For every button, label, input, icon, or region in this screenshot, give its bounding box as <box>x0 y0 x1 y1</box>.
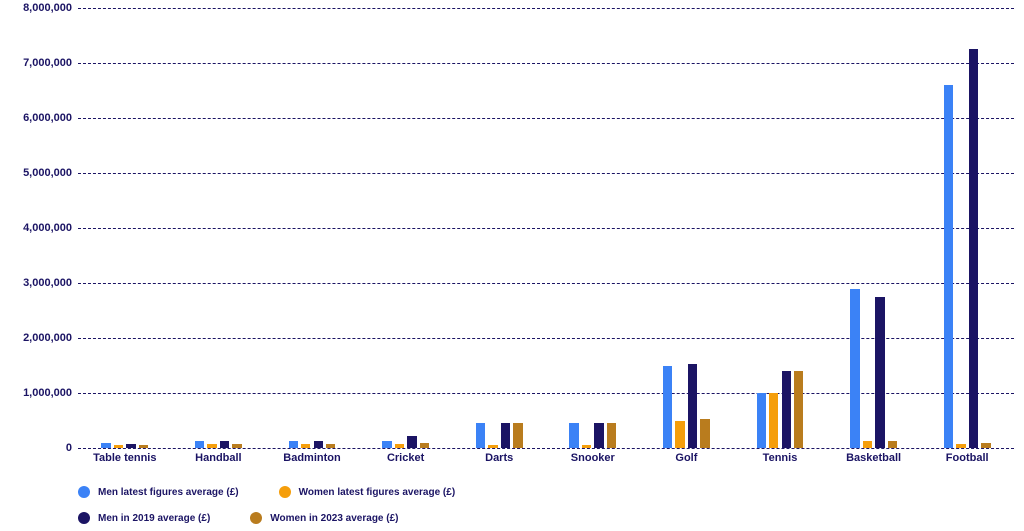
legend-item-women-2023: Women in 2023 average (£) <box>250 512 398 524</box>
bar <box>594 423 603 448</box>
legend-row-2: Men in 2019 average (£) Women in 2023 av… <box>78 508 1014 528</box>
legend-dot-icon <box>78 512 90 524</box>
bar <box>488 445 497 448</box>
gridline <box>78 393 1014 394</box>
bar <box>420 443 429 449</box>
legend-label: Women in 2023 average (£) <box>270 513 398 524</box>
bar <box>769 393 778 448</box>
bar <box>794 371 803 448</box>
gridline <box>78 118 1014 119</box>
bar <box>700 419 709 448</box>
gridline <box>78 448 1014 449</box>
xtick-label: Darts <box>485 452 513 464</box>
bar <box>850 289 859 449</box>
bar <box>513 423 522 448</box>
bar <box>688 364 697 448</box>
bar <box>782 371 791 448</box>
legend-label: Women latest figures average (£) <box>299 487 456 498</box>
bar <box>501 423 510 448</box>
bar <box>407 436 416 448</box>
bar-chart: 0 1,000,000 2,000,000 3,000,000 4,000,000 5,0… <box>0 0 1024 531</box>
legend-item-men-latest: Men latest figures average (£) <box>78 486 239 498</box>
bar <box>569 423 578 448</box>
xtick-label: Golf <box>675 452 697 464</box>
gridline <box>78 338 1014 339</box>
gridline <box>78 8 1014 9</box>
bar <box>607 423 616 448</box>
bar <box>139 445 148 448</box>
bar <box>220 441 229 448</box>
ytick-label: 1,000,000 <box>6 387 72 399</box>
legend-item-women-latest: Women latest figures average (£) <box>279 486 456 498</box>
legend-dot-icon <box>78 486 90 498</box>
bar <box>476 423 485 448</box>
bar <box>582 445 591 448</box>
ytick-label: 8,000,000 <box>6 2 72 14</box>
bar <box>101 443 110 449</box>
ytick-label: 0 <box>6 442 72 454</box>
xtick-label: Cricket <box>387 452 424 464</box>
ytick-label: 7,000,000 <box>6 57 72 69</box>
bar <box>207 444 216 448</box>
legend-dot-icon <box>279 486 291 498</box>
bar <box>114 445 123 448</box>
xtick-label: Tennis <box>763 452 798 464</box>
bar <box>301 444 310 448</box>
gridline <box>78 228 1014 229</box>
gridline <box>78 173 1014 174</box>
xtick-label: Badminton <box>283 452 340 464</box>
xtick-label: Basketball <box>846 452 901 464</box>
legend-dot-icon <box>250 512 262 524</box>
bar <box>675 421 684 449</box>
xtick-label: Table tennis <box>93 452 156 464</box>
bar <box>875 297 884 448</box>
legend-label: Men in 2019 average (£) <box>98 513 210 524</box>
legend-item-men-2019: Men in 2019 average (£) <box>78 512 210 524</box>
bar <box>382 441 391 448</box>
ytick-label: 6,000,000 <box>6 112 72 124</box>
legend-label: Men latest figures average (£) <box>98 487 239 498</box>
legend: Men latest figures average (£) Women lat… <box>78 482 1014 531</box>
bar <box>289 441 298 448</box>
xtick-label: Handball <box>195 452 241 464</box>
gridline <box>78 63 1014 64</box>
xtick-label: Snooker <box>571 452 615 464</box>
bar <box>395 444 404 448</box>
bar <box>981 443 990 448</box>
xtick-label: Football <box>946 452 989 464</box>
ytick-label: 3,000,000 <box>6 277 72 289</box>
ytick-label: 2,000,000 <box>6 332 72 344</box>
gridline <box>78 283 1014 284</box>
bar <box>195 441 204 448</box>
bar <box>969 49 978 448</box>
ytick-label: 5,000,000 <box>6 167 72 179</box>
bar <box>956 444 965 448</box>
plot-area <box>78 8 1014 448</box>
bar <box>314 441 323 448</box>
ytick-label: 4,000,000 <box>6 222 72 234</box>
bar <box>126 444 135 448</box>
bar <box>326 444 335 448</box>
bar <box>663 366 672 449</box>
bar <box>757 393 766 448</box>
bar <box>232 444 241 448</box>
legend-row-1: Men latest figures average (£) Women lat… <box>78 482 1014 502</box>
bar <box>944 85 953 448</box>
bar <box>888 441 897 448</box>
bar <box>863 441 872 448</box>
